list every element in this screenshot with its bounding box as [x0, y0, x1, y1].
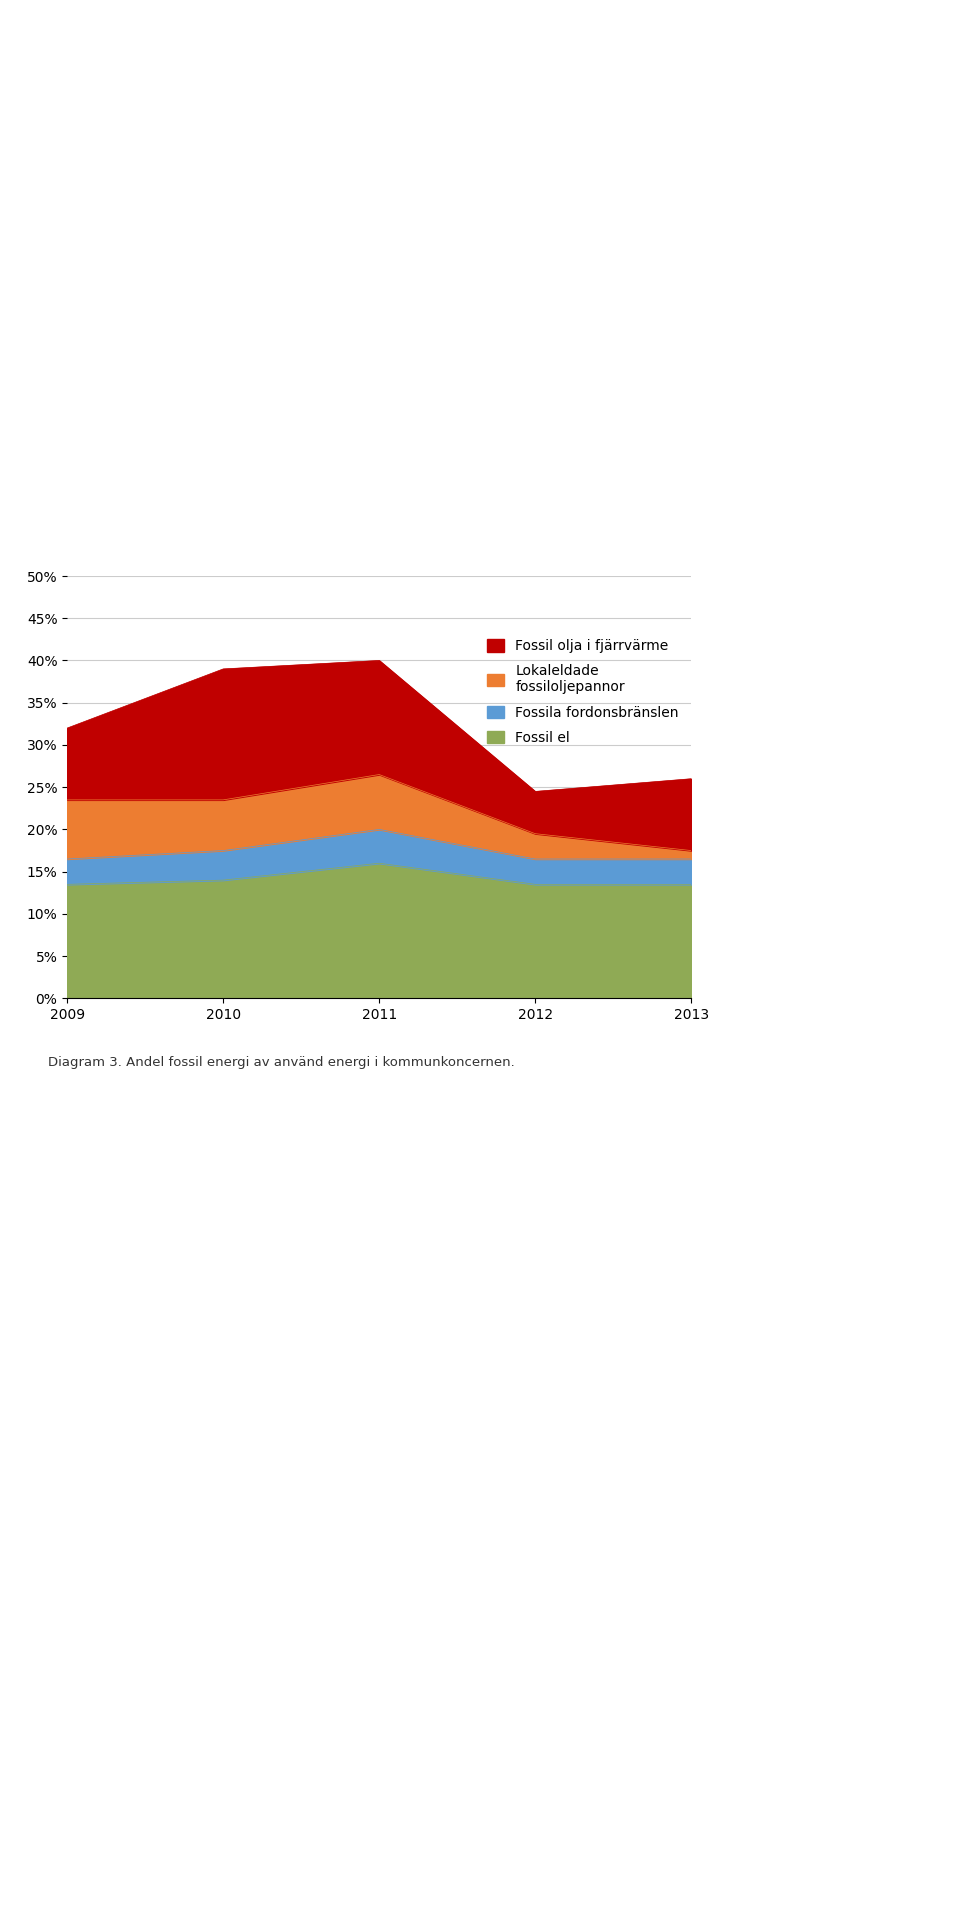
- Legend: Fossil olja i fjärrvärme, Lokaleldade
fossiloljepannor, Fossila fordonsbränslen,: Fossil olja i fjärrvärme, Lokaleldade fo…: [482, 634, 684, 751]
- Text: Diagram 3. Andel fossil energi av använd energi i kommunkoncernen.: Diagram 3. Andel fossil energi av använd…: [48, 1056, 515, 1069]
